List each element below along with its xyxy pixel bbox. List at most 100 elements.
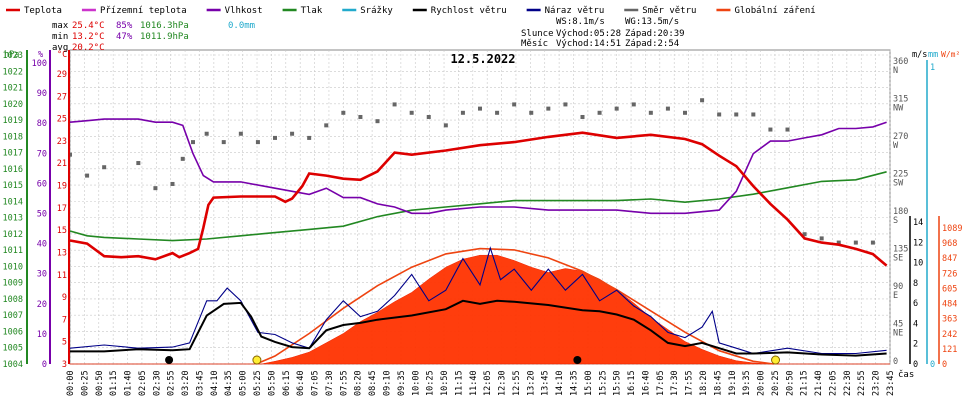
wind-direction-point bbox=[443, 123, 448, 128]
x-tick-label: 22:55 bbox=[857, 370, 867, 396]
wind-direction-point bbox=[734, 112, 739, 117]
hpa-tick-label: 1016 bbox=[3, 165, 23, 175]
degc-tick-label: 23 bbox=[57, 137, 67, 147]
degc-tick-label: 21 bbox=[57, 159, 67, 169]
x-tick-label: 02:55 bbox=[167, 370, 177, 396]
x-tick-label: 22:05 bbox=[828, 370, 838, 396]
wind-direction-point bbox=[238, 131, 243, 136]
degc-tick-label: 7 bbox=[62, 315, 67, 325]
degc-tick-label: 15 bbox=[57, 226, 67, 236]
direction-tick-label: 180 bbox=[893, 207, 908, 217]
x-tick-label: 18:20 bbox=[699, 370, 709, 396]
legend-label: Tlak bbox=[301, 6, 323, 16]
ms-tick-label: 8 bbox=[913, 279, 918, 289]
wind-direction-point bbox=[204, 131, 209, 136]
ms-unit-label: m/s bbox=[912, 50, 927, 60]
degc-tick-label: 25 bbox=[57, 115, 67, 125]
series-wind-gust-line bbox=[69, 246, 887, 355]
wm2-tick-label: 968 bbox=[942, 239, 957, 249]
x-tick-label: 13:20 bbox=[526, 370, 536, 396]
wind-direction-point bbox=[375, 119, 380, 124]
mm-tick-label: 1 bbox=[930, 63, 935, 73]
x-tick-label: 02:05 bbox=[138, 370, 148, 396]
wind-direction-point bbox=[136, 161, 141, 166]
wind-direction-point bbox=[819, 236, 824, 241]
wind-direction-point bbox=[170, 181, 175, 186]
pct-tick-label: 30 bbox=[37, 270, 47, 280]
x-tick-label: 10:25 bbox=[426, 370, 436, 396]
hpa-tick-label: 1008 bbox=[3, 295, 23, 305]
x-tick-label: 19:35 bbox=[742, 370, 752, 396]
hpa-tick-label: 1010 bbox=[3, 262, 23, 272]
direction-name-label: S bbox=[893, 216, 898, 226]
x-tick-label: 20:00 bbox=[757, 370, 767, 396]
x-tick-label: 15:50 bbox=[613, 370, 623, 396]
stat-temp: 20.2°C bbox=[72, 43, 105, 53]
legend-label: Směr větru bbox=[642, 6, 696, 16]
wind-direction-point bbox=[409, 110, 414, 115]
legend-label: Přízemní teplota bbox=[100, 6, 187, 16]
wind-direction-point bbox=[495, 110, 500, 115]
degc-unit-label: °C bbox=[57, 50, 67, 60]
x-tick-label: 15:00 bbox=[584, 370, 594, 396]
x-tick-label: 07:05 bbox=[311, 370, 321, 396]
sunrise-marker bbox=[252, 355, 262, 365]
hpa-tick-label: 1020 bbox=[3, 100, 23, 110]
x-tick-label: 06:40 bbox=[296, 370, 306, 396]
info-moon-set: Západ:2:54 bbox=[625, 39, 679, 49]
stat-press: 1016.3hPa bbox=[140, 21, 189, 31]
ms-tick-label: 10 bbox=[913, 259, 923, 269]
chart-title: 12.5.2022 bbox=[450, 52, 515, 66]
wind-direction-point bbox=[717, 112, 722, 117]
direction-name-label: N bbox=[893, 66, 898, 76]
hpa-tick-label: 1009 bbox=[3, 279, 23, 289]
info-wg: WG:13.5m/s bbox=[625, 17, 679, 27]
stat-temp: 25.4°C bbox=[72, 21, 105, 31]
x-tick-label: 22:30 bbox=[843, 370, 853, 396]
ms-tick-label: 14 bbox=[913, 218, 923, 228]
ms-tick-label: 6 bbox=[913, 299, 918, 309]
x-tick-label: 08:20 bbox=[354, 370, 364, 396]
stat-name: avg bbox=[52, 43, 68, 53]
wind-direction-point bbox=[683, 110, 687, 115]
sunset-marker bbox=[771, 355, 781, 365]
x-tick-label: 02:30 bbox=[152, 370, 162, 396]
x-tick-label: 18:45 bbox=[713, 370, 723, 396]
x-tick-label: 17:05 bbox=[656, 370, 666, 396]
x-tick-label: 09:35 bbox=[397, 370, 407, 396]
hpa-tick-label: 1013 bbox=[3, 214, 23, 224]
ms-tick-label: 12 bbox=[913, 238, 923, 248]
x-tick-label: 04:10 bbox=[210, 370, 220, 396]
x-tick-label: 11:15 bbox=[454, 370, 464, 396]
wind-direction-point bbox=[426, 114, 431, 119]
pct-tick-label: 50 bbox=[37, 210, 47, 220]
x-tick-label: 05:25 bbox=[253, 370, 263, 396]
wind-direction-point bbox=[546, 106, 551, 111]
degc-tick-label: 27 bbox=[57, 92, 67, 102]
x-tick-label: 15:25 bbox=[598, 370, 608, 396]
x-tick-label: 21:15 bbox=[800, 370, 810, 396]
direction-tick-label: 45 bbox=[893, 320, 903, 330]
x-tick-label: 16:15 bbox=[627, 370, 637, 396]
wind-direction-point bbox=[648, 110, 653, 115]
time-axis-label: čas bbox=[898, 369, 914, 380]
stat-rain: 0.0mm bbox=[228, 21, 255, 31]
legend-label: Náraz větru bbox=[545, 6, 605, 16]
hpa-tick-label: 1019 bbox=[3, 116, 23, 126]
wind-direction-point bbox=[460, 110, 465, 115]
x-tick-label: 08:45 bbox=[368, 370, 378, 396]
x-tick-label: 23:20 bbox=[872, 370, 882, 396]
degc-tick-label: 5 bbox=[62, 338, 67, 348]
wind-direction-point bbox=[563, 102, 568, 107]
hpa-tick-label: 1012 bbox=[3, 230, 23, 240]
x-tick-label: 12:30 bbox=[498, 370, 508, 396]
wind-direction-point bbox=[512, 102, 517, 107]
wm2-tick-label: 363 bbox=[942, 315, 957, 325]
wm2-tick-label: 242 bbox=[942, 330, 957, 340]
x-tick-label: 19:10 bbox=[728, 370, 738, 396]
mm-unit-label: mm bbox=[928, 50, 938, 60]
x-tick-label: 04:35 bbox=[224, 370, 234, 396]
x-tick-label: 07:30 bbox=[325, 370, 335, 396]
wind-direction-point bbox=[853, 240, 858, 245]
